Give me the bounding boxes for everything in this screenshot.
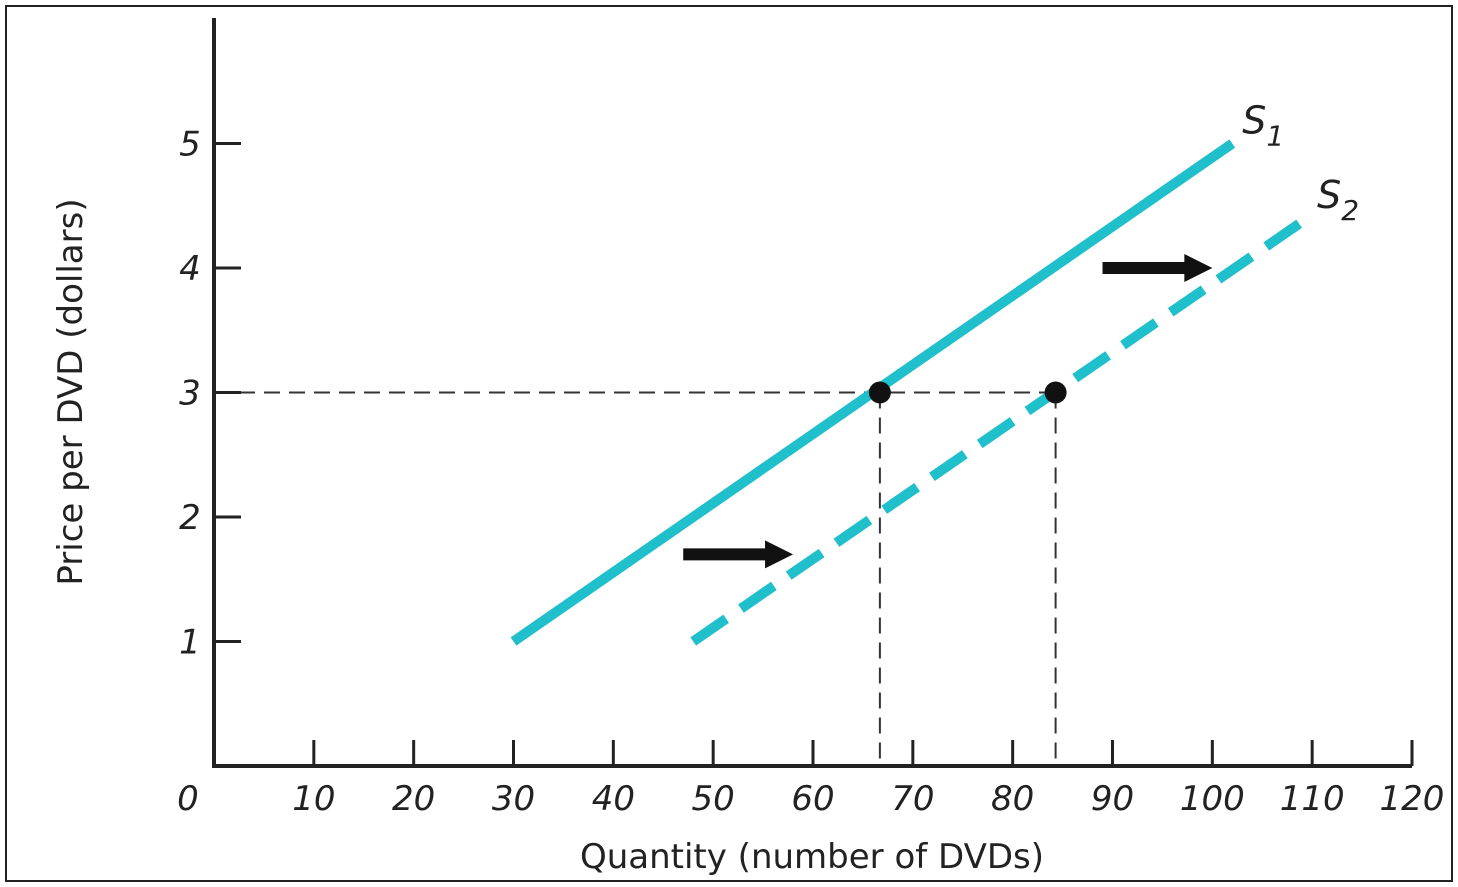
x-tick-label: 50	[692, 779, 735, 819]
x-axis-title: Quantity (number of DVDs)	[580, 837, 1044, 877]
y-tick-label: 3	[179, 374, 201, 414]
series-lines	[510, 139, 1311, 646]
x-tick-label: 40	[592, 779, 635, 819]
supply-curve-label-s2: S2	[1317, 173, 1359, 227]
chart-frame	[5, 5, 1453, 882]
x-tick-label: 90	[1091, 779, 1134, 819]
x-tick-label: 20	[392, 779, 435, 819]
x-tick-label: 110	[1280, 779, 1345, 819]
x-tick-label: 70	[891, 779, 934, 819]
x-tick-label: 100	[1180, 779, 1245, 819]
series-labels: S1 S2	[1242, 99, 1359, 228]
shift-arrow	[1102, 254, 1213, 282]
y-tick-label: 5	[179, 125, 201, 165]
y-tick-label: 4	[179, 249, 201, 289]
tick-marks: 0 10 20 30 40 50 60 70 80 90 100 110 120 1 2 3 4 5	[177, 125, 1444, 820]
shift-arrow	[683, 540, 794, 569]
x-tick-label: 80	[991, 779, 1034, 819]
reference-points	[868, 381, 1067, 404]
shift-arrows	[683, 254, 1213, 569]
x-tick-label: 60	[791, 779, 834, 819]
reference-guides	[214, 391, 1057, 766]
x-tick-label: 0	[177, 779, 199, 819]
x-tick-label: 10	[292, 779, 335, 819]
y-tick-label: 2	[179, 498, 201, 538]
x-tick-label: 30	[492, 779, 535, 819]
equilibrium-point	[1044, 381, 1067, 404]
equilibrium-point	[868, 381, 891, 404]
supply-curve-s2	[690, 214, 1311, 646]
y-tick-label: 1	[179, 623, 201, 663]
y-axis-title: Price per DVD (dollars)	[51, 198, 91, 585]
x-tick-label: 120	[1380, 779, 1445, 819]
supply-curve-label-s1: S1	[1242, 99, 1284, 153]
